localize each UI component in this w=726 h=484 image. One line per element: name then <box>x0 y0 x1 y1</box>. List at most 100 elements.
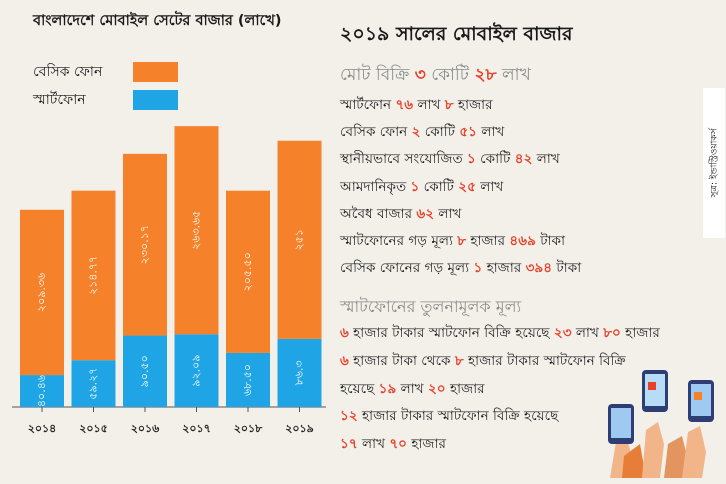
fact-number: ৮ <box>457 233 467 249</box>
chart-legend: বেসিক ফোন স্মার্টফোন <box>33 58 178 114</box>
fact-text: স্মার্টফোন <box>340 97 396 113</box>
fact-number: ৬২ <box>416 205 435 222</box>
legend-label-smart: স্মার্টফোন <box>33 92 86 108</box>
bar-basic-phone <box>20 209 64 376</box>
hands-phones-illustration <box>608 370 714 478</box>
fact-text: বেসিক ফোন <box>340 124 412 141</box>
bar-basic-phone <box>277 140 322 339</box>
chart-title: বাংলাদেশে মোবাইল সেটের বাজার (লাখে) <box>33 13 282 29</box>
compare-number: ১৭ <box>340 436 358 453</box>
bar-smartphone <box>20 375 64 407</box>
legend-label-basic: বেসিক ফোন <box>33 64 103 80</box>
legend-item-smart: স্মার্টফোন <box>33 86 178 114</box>
compare-number: ২০ <box>427 380 446 397</box>
compare-text: হাজার <box>407 436 446 453</box>
compare-number: ৮ <box>454 352 464 369</box>
bar-smartphone <box>277 338 322 407</box>
fact-number: ৪২ <box>514 151 533 168</box>
x-tick-label: ২০১৪ <box>28 422 57 435</box>
data-label-smartphone: ৫৯.২৭ <box>87 368 100 400</box>
fact-line: আমদানিকৃত ১ কোটি ২৫ লাখ <box>340 176 503 199</box>
fact-text: লাখ <box>475 178 504 195</box>
compare-text: হাজার <box>445 380 485 397</box>
compare-number: ১২ <box>340 408 358 425</box>
legend-item-basic: বেসিক ফোন <box>33 58 178 86</box>
compare-number: ১৯ <box>378 380 397 397</box>
bar-smartphone <box>174 334 219 407</box>
compare-line: হয়েছে ১৯ লাখ ২০ হাজার <box>340 378 485 401</box>
fact-text: টাকা <box>535 233 566 249</box>
fact-text: বেসিক ফোনের গড় মূল্য <box>340 260 474 277</box>
compare-number: ৬ <box>340 325 349 341</box>
data-label-basic-phone: ২০৫.৫০ <box>241 252 254 291</box>
bar-basic-phone <box>226 190 270 353</box>
fact-text: স্থানীয়ভাবে সংযোজিত <box>340 151 468 168</box>
fact-text: লাখ <box>434 205 462 222</box>
fact-line: স্মাটফোনের গড় মূল্য ৮ হাজার ৪৬৯ টাকা <box>340 230 565 253</box>
compare-line: ৬ হাজার টাকার স্মাটফোন বিক্রি হয়েছে ২৩ … <box>340 322 660 345</box>
fact-number: ১ <box>467 151 476 168</box>
fact-line: বেসিক ফোনের গড় মূল্য ১ হাজার ৩৯৪ টাকা <box>340 257 581 280</box>
compare-text: হাজার টাকার স্মাটফোন বিক্রি <box>463 352 626 369</box>
total-post: লাখ <box>496 65 531 85</box>
fact-number: ২ <box>411 124 421 141</box>
fact-text: হাজার <box>482 260 526 277</box>
fact-text: হাজার <box>466 233 510 249</box>
fact-text: অবৈধ বাজার <box>340 205 417 222</box>
total-lakh: ২৮ <box>474 65 497 85</box>
data-label-basic-phone: ২১৪.৭৭ <box>87 256 100 295</box>
data-label-smartphone: ৬৮.৫০ <box>241 364 254 396</box>
data-label-basic-phone: ২৫১ <box>293 229 306 250</box>
legend-swatch-smart <box>133 90 178 110</box>
fact-number: ৭৬ <box>395 97 414 113</box>
total-mid: কোটি <box>425 65 475 85</box>
compare-text: হয়েছে <box>340 380 379 397</box>
compare-text: হাজার <box>620 325 660 341</box>
total-sales: মোট বিক্রি ৩ কোটি ২৮ লাখ <box>340 62 531 90</box>
compare-text: লাখ <box>357 436 390 453</box>
x-tick-label: ২০১৭ <box>182 422 211 435</box>
compare-text: লাখ <box>571 325 604 341</box>
fact-number: ৫১ <box>459 124 478 141</box>
fact-line: অবৈধ বাজার ৬২ লাখ <box>340 203 461 226</box>
fact-text: হাজার <box>453 97 493 113</box>
total-crore: ৩ <box>414 65 426 85</box>
fact-line: বেসিক ফোন ২ কোটি ৫১ লাখ <box>340 121 504 144</box>
fact-text: লাখ <box>532 151 560 168</box>
fact-text: কোটি <box>475 151 515 168</box>
fact-text: লাখ <box>413 97 445 113</box>
compare-text: হাজার টাকা থেকে <box>348 352 455 369</box>
bar-smartphone <box>71 360 116 407</box>
total-pre: মোট বিক্রি <box>340 65 415 85</box>
fact-number: ১ <box>473 260 483 277</box>
fact-number: ১ <box>410 178 420 195</box>
fact-text: লাখ <box>477 124 505 141</box>
bar-basic-phone <box>174 126 219 335</box>
fact-text: টাকা <box>552 260 582 277</box>
fact-number: ৩৯৪ <box>525 260 553 277</box>
bar-smartphone <box>226 352 270 407</box>
fact-number: ৪৬৯ <box>509 233 536 249</box>
compare-text: হাজার টাকার স্মাটফোন বিক্রি হয়েছে <box>357 408 559 425</box>
data-label-smartphone: ৪০.৪৬ <box>35 375 48 407</box>
x-tick-label: ২০১৯ <box>285 422 314 435</box>
compare-text: হাজার টাকার স্মাটফোন বিক্রি হয়েছে <box>348 325 554 341</box>
compare-line: ১২ হাজার টাকার স্মাটফোন বিক্রি হয়েছে <box>340 405 558 428</box>
compare-title: স্মাটফোনের তুলনামূলক মূল্য <box>340 297 522 316</box>
compare-number: ৬ <box>340 352 349 369</box>
stacked-bar-chart: ৪০.৪৬ ২০৯.৩৬ ২০১৪ ৫৯.২৭ ২১৪.৭৭ ২০১৫ ৯০.৫০ ২৩০.১… <box>12 126 326 435</box>
fact-text: আমদানিকৃত <box>340 178 411 195</box>
data-label-smartphone: ৯২.০৯ <box>190 355 203 387</box>
x-tick-label: ২০১৮ <box>234 422 263 435</box>
source-text: সূত্র: ইন্ডাস্ট্রিওয়াকর্স <box>709 128 720 198</box>
compare-number: ৭০ <box>389 436 407 453</box>
bar-basic-phone <box>123 153 167 336</box>
data-label-smartphone: ৯০.৫০ <box>138 355 151 387</box>
data-label-basic-phone: ২০৯.৩৬ <box>35 273 48 312</box>
source-credit: সূত্র: ইন্ডাস্ট্রিওয়াকর্স <box>703 88 725 238</box>
data-label-basic-phone: ২৩০.১৭ <box>138 225 151 264</box>
data-label-basic-phone: ২৬৩.৬৫ <box>190 211 203 250</box>
compare-number: ৮০ <box>603 325 621 341</box>
x-tick-label: ২০১৫ <box>79 422 108 435</box>
fact-line: স্মার্টফোন ৭৬ লাখ ৮ হাজার <box>340 94 493 117</box>
